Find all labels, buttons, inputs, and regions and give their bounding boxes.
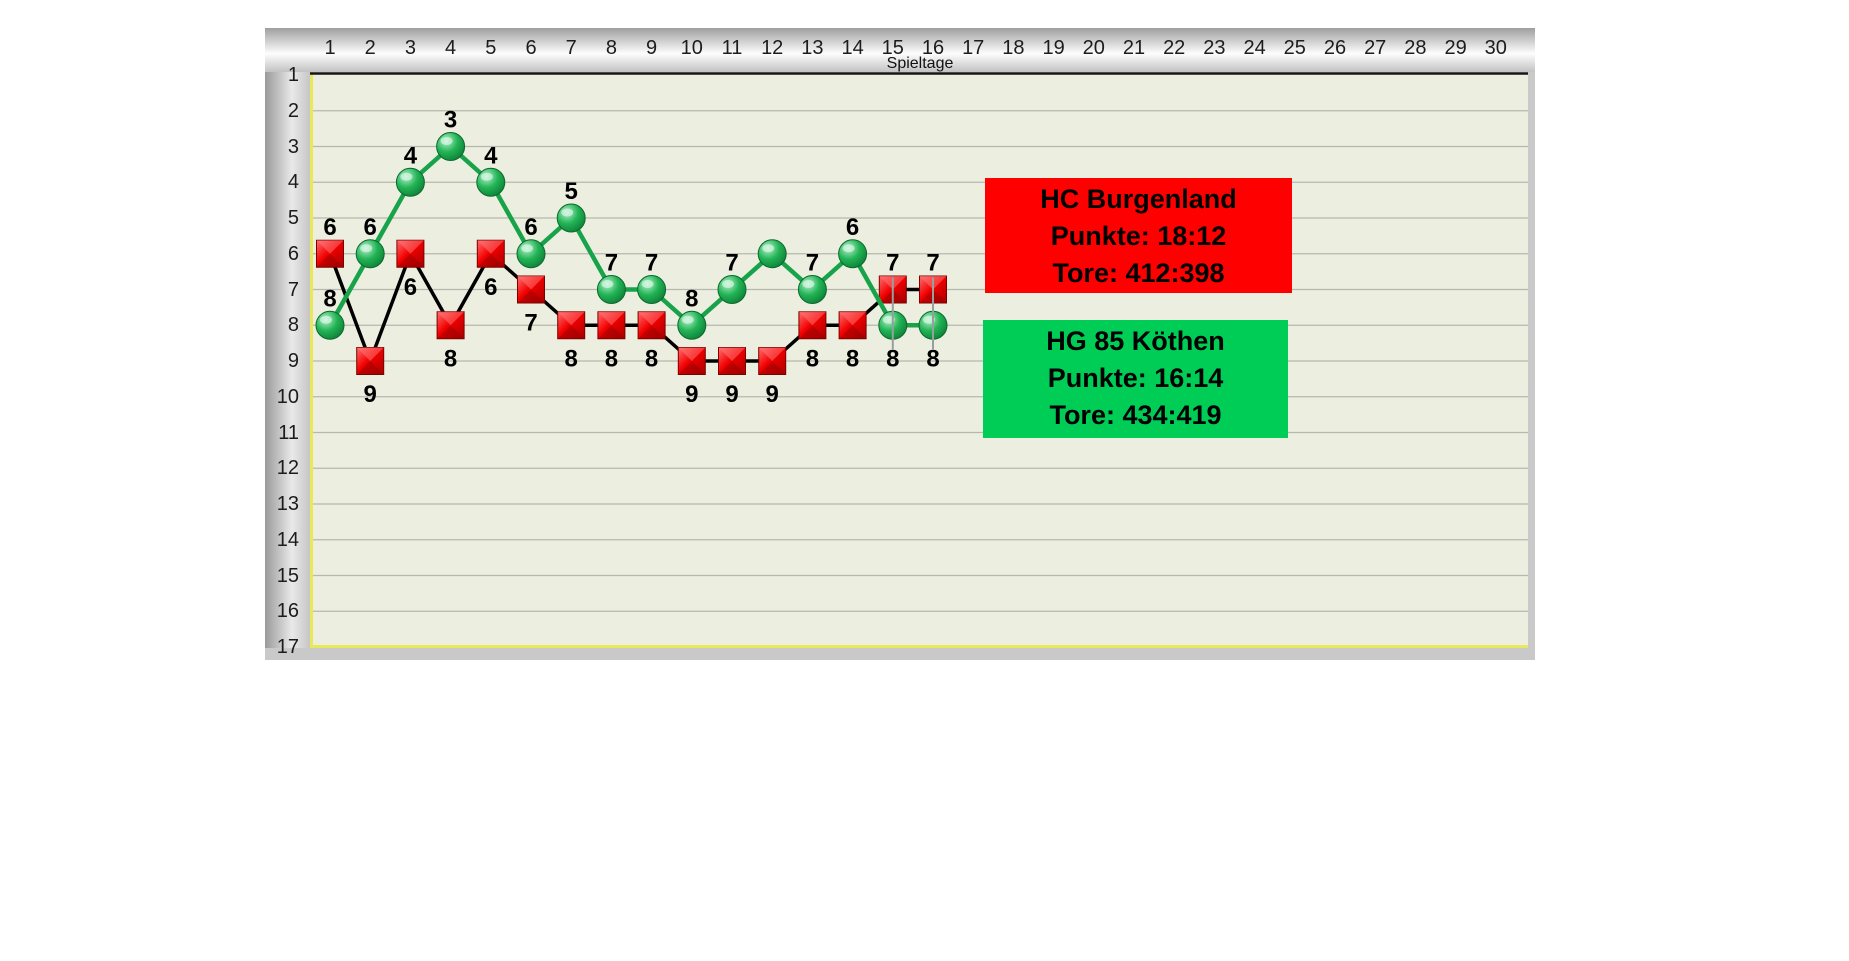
x-tick-23: 23 [1203,37,1226,59]
x-tick-21: 21 [1122,37,1146,59]
y-tick-7: 7 [287,278,299,301]
y-tick-3: 3 [287,135,299,158]
team1-name: HC Burgenland [1040,184,1237,214]
x-tick-1: 1 [324,37,336,59]
y-tick-9: 9 [287,350,299,372]
y-tick-5: 5 [287,207,299,229]
y-tick-6: 6 [287,242,299,265]
x-tick-30: 30 [1484,37,1507,59]
team1-punkte: Punkte: 18:12 [1050,221,1227,251]
legend-team2-box: HG 85 Köthen Punkte: 16:14 Tore: 434:419 [983,320,1288,438]
x-tick-5: 5 [485,37,497,59]
plot-area [310,72,1528,648]
x-tick-17: 17 [962,37,985,59]
y-axis-strip [265,72,310,648]
team2-name: HG 85 Köthen [1046,326,1225,356]
x-tick-15: 15 [881,37,904,59]
x-tick-19: 19 [1042,37,1065,59]
y-tick-10: 10 [276,385,299,408]
y-tick-14: 14 [276,528,299,551]
x-tick-20: 20 [1082,37,1105,59]
x-axis-strip [265,28,1535,72]
y-tick-16: 16 [276,600,299,623]
y-tick-1: 1 [287,64,299,86]
legend-team1-box: HC Burgenland Punkte: 18:12 Tore: 412:39… [985,178,1292,293]
x-tick-29: 29 [1444,37,1467,59]
x-tick-3: 3 [404,37,416,59]
y-tick-15: 15 [276,564,299,587]
x-tick-27: 27 [1364,37,1387,59]
y-tick-11: 11 [278,421,299,444]
x-tick-4: 4 [445,37,457,59]
x-tick-26: 26 [1323,37,1347,59]
y-tick-8: 8 [287,314,299,337]
x-tick-14: 14 [841,37,864,59]
x-tick-25: 25 [1283,37,1306,59]
x-tick-2: 2 [364,37,376,59]
x-tick-8: 8 [605,37,617,59]
team1-tore: Tore: 412:398 [1052,258,1225,288]
x-tick-11: 11 [721,37,743,59]
x-tick-22: 22 [1163,37,1186,59]
x-tick-10: 10 [680,37,703,59]
x-tick-28: 28 [1404,37,1427,59]
x-tick-9: 9 [646,37,658,59]
x-tick-7: 7 [565,37,577,59]
y-tick-17: 17 [276,636,299,658]
x-tick-13: 13 [801,37,824,59]
team2-tore: Tore: 434:419 [1049,400,1222,430]
y-tick-2: 2 [287,99,299,122]
x-tick-24: 24 [1243,37,1266,59]
team2-punkte: Punkte: 16:14 [1047,363,1224,393]
x-axis-title: Spieltage [886,55,954,72]
x-tick-12: 12 [761,37,784,59]
y-tick-4: 4 [287,171,299,194]
x-tick-16: 16 [921,37,945,59]
x-tick-6: 6 [525,37,537,59]
y-tick-13: 13 [276,493,299,515]
y-tick-12: 12 [276,457,299,480]
x-tick-18: 18 [1002,37,1025,59]
